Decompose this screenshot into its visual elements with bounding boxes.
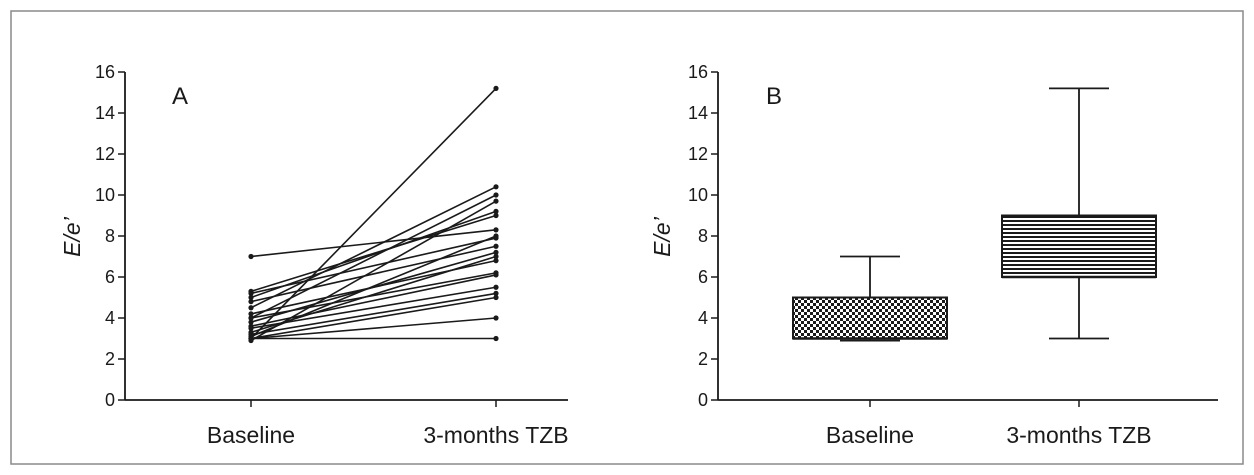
- subject-line: [250, 210, 497, 299]
- panel-b-y-tick-label: 0: [698, 390, 708, 410]
- panel-a-series: [248, 85, 499, 344]
- subject-line: [250, 200, 497, 342]
- subject-line: [250, 214, 497, 293]
- subject-point-baseline: [248, 290, 254, 296]
- subject-line: [250, 87, 497, 340]
- subject-point-3-months: [493, 290, 499, 296]
- panel-a-y-tick-label: 16: [95, 62, 115, 82]
- subject-line: [250, 292, 497, 336]
- subject-point-3-months: [493, 85, 499, 91]
- panel-b-y-tick-label: 12: [688, 144, 708, 164]
- subject-point-3-months: [493, 233, 499, 239]
- panel-a-y-tick-label: 0: [105, 390, 115, 410]
- panel-b-boxes: [792, 87, 1157, 342]
- subject-point-baseline: [248, 253, 254, 260]
- subject-line: [250, 317, 497, 340]
- subject-point-3-months: [493, 335, 499, 342]
- subject-point-3-months: [493, 198, 499, 204]
- panel-a-x-categories: Baseline 3-months TZB: [207, 400, 569, 448]
- panel-b-y-axis-label: E/e’: [649, 216, 675, 257]
- subject-point-3-months: [493, 192, 499, 198]
- panel-a-y-tick-label: 12: [95, 144, 115, 164]
- subject-point-3-months: [493, 294, 499, 301]
- panel-b-x-category-label: Baseline: [826, 422, 914, 448]
- panel-b-y-tick-label: 2: [698, 349, 708, 369]
- subject-point-baseline: [248, 333, 254, 340]
- panel-b-y-tick-label: 8: [698, 226, 708, 246]
- subject-line: [250, 286, 497, 330]
- box-iqr: [1001, 214, 1157, 278]
- panel-b-x-categories: Baseline 3-months TZB: [826, 400, 1152, 448]
- panel-a-y-tick-label: 10: [95, 185, 115, 205]
- panel-a-label: A: [172, 83, 188, 110]
- subject-point-3-months: [493, 227, 499, 233]
- subject-line: [250, 251, 497, 323]
- panel-b-label: B: [766, 83, 782, 110]
- box-iqr: [792, 296, 948, 340]
- subject-point-3-months: [493, 212, 499, 219]
- panel-a-y-tick-label: 14: [95, 103, 115, 123]
- panel-b-x-category-label: 3-months TZB: [1006, 422, 1151, 448]
- panel-b-y-tick-label: 10: [688, 185, 708, 205]
- panel-b-y-tick-label: 16: [688, 62, 708, 82]
- subject-point-baseline: [248, 325, 254, 331]
- subject-point-baseline: [248, 319, 254, 325]
- subject-point-3-months: [493, 184, 499, 190]
- subject-point-3-months: [493, 284, 499, 290]
- subject-point-3-months: [493, 272, 499, 278]
- subject-point-baseline: [248, 294, 254, 301]
- panel-b-y-ticks: 0 2 4 6 8 10 12 14 16: [688, 62, 718, 410]
- panel-a-x-category-label: 3-months TZB: [423, 422, 568, 448]
- panel-a-y-axis-label: E/e’: [59, 216, 85, 257]
- subject-line: [250, 237, 497, 295]
- subject-point-3-months: [493, 249, 499, 255]
- subject-point-3-months: [493, 253, 499, 260]
- panel-a: A E/e’ 0 2 4 6 8 10 12 14 16 Baseline 3-months TZ…: [59, 62, 569, 448]
- subject-point-3-months: [493, 243, 499, 249]
- panel-b-y-tick-label: 4: [698, 308, 708, 328]
- subject-point-3-months: [493, 208, 499, 214]
- subject-point-baseline: [248, 305, 254, 311]
- subject-point-3-months: [493, 258, 499, 264]
- subject-line: [250, 296, 497, 340]
- panel-b: B E/e’ 0 2 4 6 8 10 12 14 16 Baseline 3-months TZ…: [649, 62, 1218, 448]
- subject-line: [250, 229, 497, 258]
- panel-b-y-tick-label: 14: [688, 103, 708, 123]
- panel-a-y-tick-label: 6: [105, 267, 115, 287]
- subject-point-baseline: [248, 311, 254, 317]
- subject-point-baseline: [248, 299, 254, 305]
- subject-point-baseline: [248, 337, 254, 344]
- panel-a-y-tick-label: 4: [105, 308, 115, 328]
- panel-a-y-ticks: 0 2 4 6 8 10 12 14 16: [95, 62, 125, 410]
- subject-line: [250, 245, 497, 303]
- panel-a-x-category-label: Baseline: [207, 422, 295, 448]
- subject-point-3-months: [493, 315, 499, 321]
- subject-line: [250, 186, 497, 309]
- panel-a-y-tick-label: 2: [105, 349, 115, 369]
- panel-b-y-tick-label: 6: [698, 267, 708, 287]
- subject-line: [250, 235, 497, 338]
- panel-a-y-tick-label: 8: [105, 226, 115, 246]
- subject-point-baseline: [248, 315, 254, 321]
